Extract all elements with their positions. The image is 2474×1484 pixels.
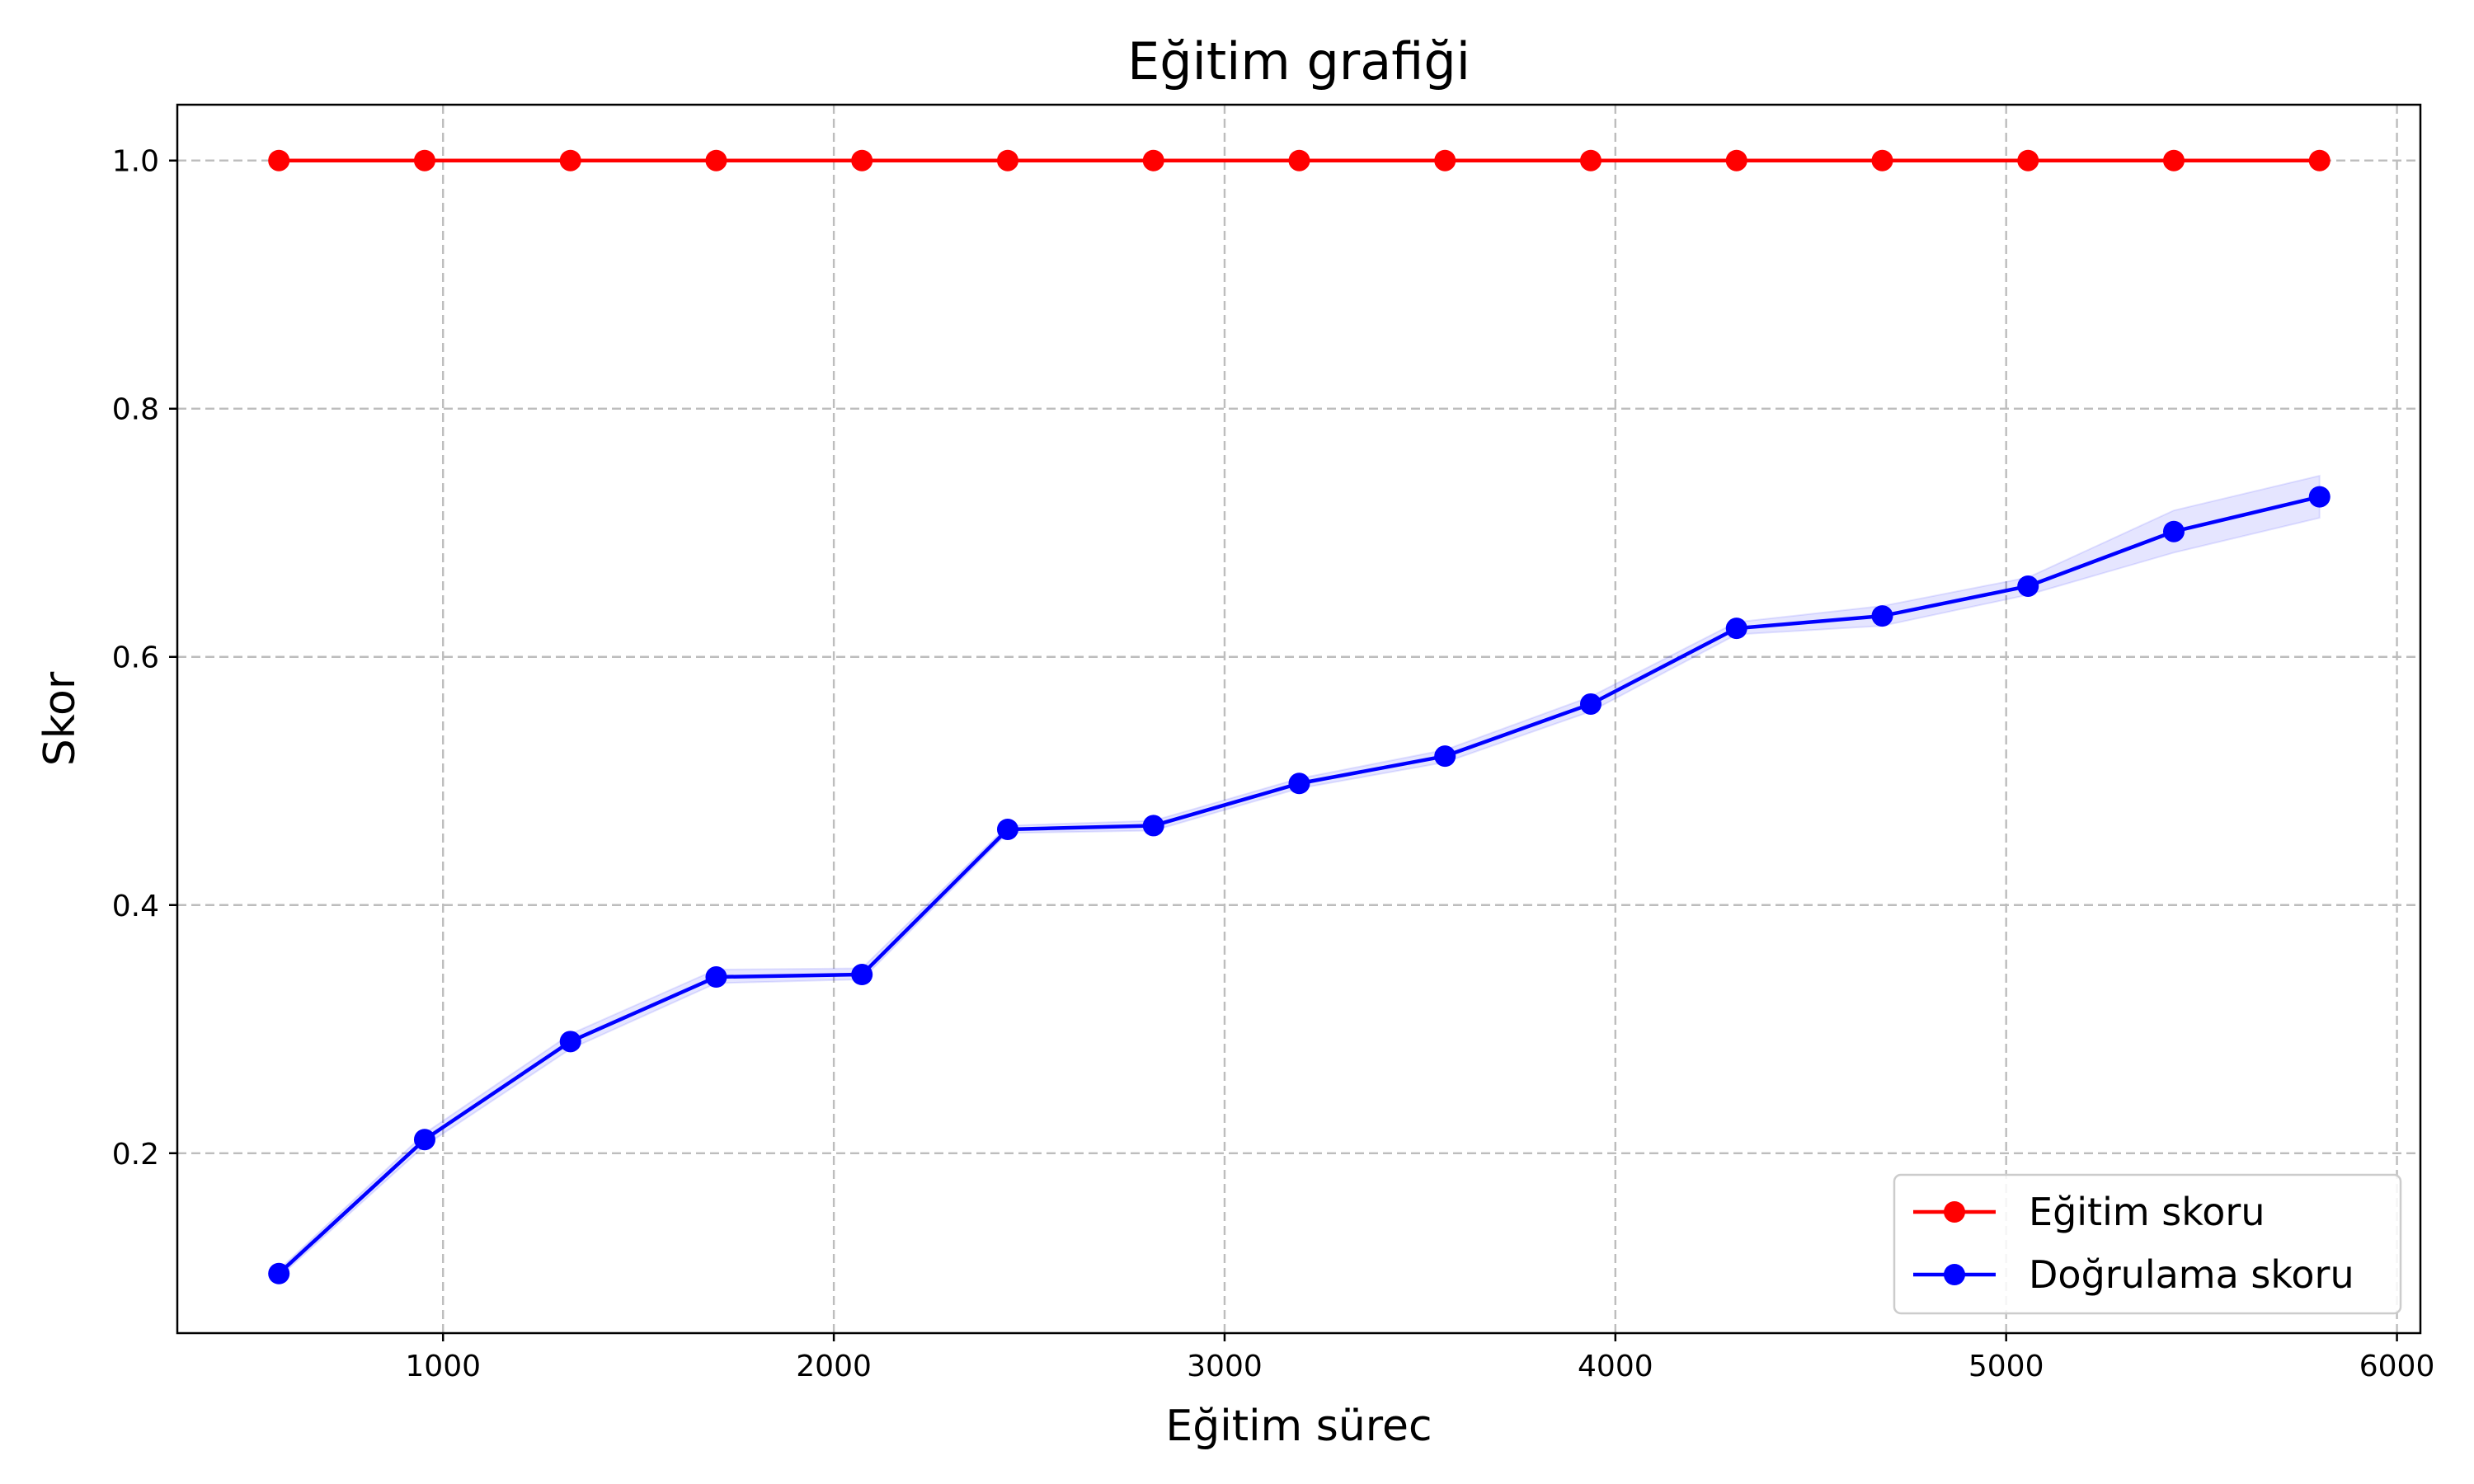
data-point bbox=[1871, 605, 1893, 627]
data-point bbox=[413, 1129, 435, 1151]
tick-layer: 1000 2000 3000 4000 5000 6000 0.2 0.4 0.6 0.8 1.0 bbox=[112, 145, 2435, 1383]
data-point bbox=[1142, 815, 1164, 837]
x-axis-label: Eğitim sürec bbox=[1165, 1402, 1432, 1451]
data-point bbox=[1434, 745, 1456, 768]
data-point bbox=[1579, 149, 1602, 171]
data-point bbox=[851, 964, 873, 986]
data-point bbox=[559, 149, 581, 171]
data-point bbox=[2162, 149, 2185, 171]
data-point bbox=[1142, 149, 1164, 171]
legend-label-training: Eğitim skoru bbox=[2029, 1190, 2265, 1234]
data-point bbox=[2017, 149, 2039, 171]
x-tick-label: 1000 bbox=[405, 1350, 481, 1383]
data-point bbox=[1434, 149, 1456, 171]
data-point bbox=[1288, 149, 1310, 171]
data-point bbox=[1871, 149, 1893, 171]
data-point bbox=[268, 1262, 290, 1284]
data-point bbox=[413, 149, 435, 171]
legend-box bbox=[1893, 1173, 2402, 1315]
data-point bbox=[2308, 149, 2331, 171]
plot-frame bbox=[176, 103, 2422, 1335]
data-point bbox=[705, 149, 727, 171]
y-tick-label: 1.0 bbox=[112, 145, 159, 179]
series-layer bbox=[268, 149, 2331, 1284]
y-tick-label: 0.2 bbox=[112, 1138, 159, 1172]
data-point bbox=[996, 818, 1018, 840]
data-point bbox=[2162, 520, 2185, 542]
data-point bbox=[1725, 618, 1747, 640]
data-point bbox=[1725, 149, 1747, 171]
x-tick-label: 3000 bbox=[1187, 1350, 1263, 1383]
data-point bbox=[559, 1031, 581, 1053]
x-tick-label: 5000 bbox=[1968, 1350, 2044, 1383]
data-point bbox=[851, 149, 873, 171]
data-point bbox=[268, 149, 290, 171]
data-point bbox=[996, 149, 1018, 171]
y-tick-label: 0.4 bbox=[112, 890, 159, 923]
y-tick-label: 0.6 bbox=[112, 641, 159, 675]
x-tick-label: 6000 bbox=[2359, 1350, 2435, 1383]
data-point bbox=[2308, 486, 2331, 508]
y-axis-label: Skor bbox=[35, 671, 85, 766]
x-tick-label: 4000 bbox=[1578, 1350, 1653, 1383]
data-point bbox=[1579, 693, 1602, 715]
legend-label-validation: Doğrulama skoru bbox=[2029, 1252, 2354, 1297]
legend: Eğitim skoru Doğrulama skoru bbox=[1893, 1173, 2402, 1315]
chart-title: Eğitim grafiği bbox=[1127, 31, 1470, 92]
legend-marker-training bbox=[1944, 1201, 1965, 1223]
data-point bbox=[705, 966, 727, 989]
data-point bbox=[1288, 773, 1310, 795]
x-tick-label: 2000 bbox=[796, 1350, 872, 1383]
y-tick-label: 0.8 bbox=[112, 393, 159, 427]
data-point bbox=[2017, 575, 2039, 597]
legend-marker-validation bbox=[1944, 1264, 1965, 1285]
